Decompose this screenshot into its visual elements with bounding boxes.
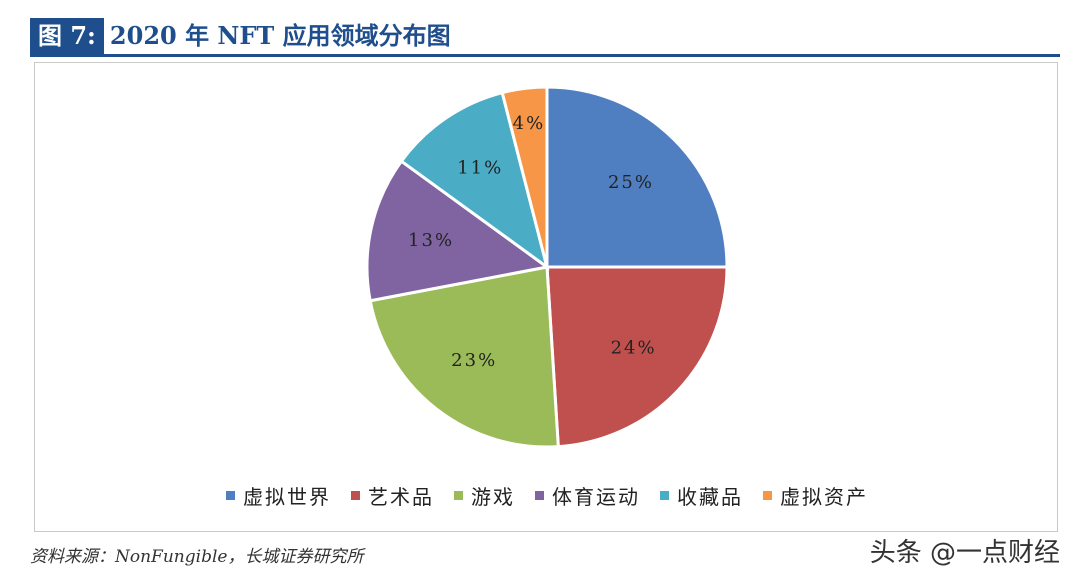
legend-label-2: 艺术品 bbox=[368, 485, 434, 509]
source-note: 资料来源：NonFungible，长城证券研究所 bbox=[30, 547, 364, 567]
legend-item-4: 体育运动 bbox=[535, 481, 640, 510]
pie-slice-1 bbox=[545, 85, 729, 269]
slice-label-3: 23% bbox=[451, 350, 497, 371]
slice-label-6: 4% bbox=[513, 113, 546, 134]
pie-slice-3 bbox=[368, 265, 560, 449]
legend-item-6: 虚拟资产 bbox=[763, 481, 868, 510]
pie-slice-5 bbox=[399, 90, 550, 271]
legend-label-5: 收藏品 bbox=[677, 485, 743, 509]
pie-slice-4 bbox=[365, 159, 551, 303]
legend-item-5: 收藏品 bbox=[660, 481, 743, 510]
legend-swatch-4 bbox=[535, 491, 544, 500]
pie-slice-2 bbox=[545, 265, 729, 449]
legend-label-6: 虚拟资产 bbox=[780, 485, 868, 509]
legend-item-3: 游戏 bbox=[454, 481, 515, 510]
legend-swatch-5 bbox=[660, 491, 669, 500]
chart-container: 25% 24% 23% 13% 11% 4% 虚拟世界 艺术品 游戏 体育运动 收藏品 虚拟资产 bbox=[34, 62, 1058, 532]
pie-chart: 25% 24% 23% 13% 11% 4% bbox=[365, 85, 729, 449]
slice-label-1: 25% bbox=[608, 172, 654, 193]
legend-item-2: 艺术品 bbox=[351, 481, 434, 510]
legend-swatch-3 bbox=[454, 491, 463, 500]
legend-swatch-1 bbox=[226, 491, 235, 500]
figure-header: 图 7: 2020 年 NFT 应用领域分布图 bbox=[30, 18, 451, 54]
legend-label-4: 体育运动 bbox=[552, 485, 640, 509]
pie-slice-6 bbox=[500, 85, 549, 268]
watermark: 头条 @一点财经 bbox=[869, 538, 1060, 568]
slice-label-2: 24% bbox=[611, 337, 657, 358]
legend-label-3: 游戏 bbox=[471, 485, 515, 509]
legend-item-1: 虚拟世界 bbox=[226, 481, 331, 510]
figure-label: 图 7: bbox=[30, 18, 104, 54]
figure-title: 2020 年 NFT 应用领域分布图 bbox=[109, 21, 451, 50]
header-rule bbox=[30, 54, 1060, 57]
legend-label-1: 虚拟世界 bbox=[243, 485, 331, 509]
slice-label-5: 11% bbox=[457, 158, 503, 179]
slice-label-4: 13% bbox=[408, 230, 454, 251]
legend-swatch-2 bbox=[351, 491, 360, 500]
chart-legend: 虚拟世界 艺术品 游戏 体育运动 收藏品 虚拟资产 bbox=[35, 481, 1059, 510]
legend-swatch-6 bbox=[763, 491, 772, 500]
